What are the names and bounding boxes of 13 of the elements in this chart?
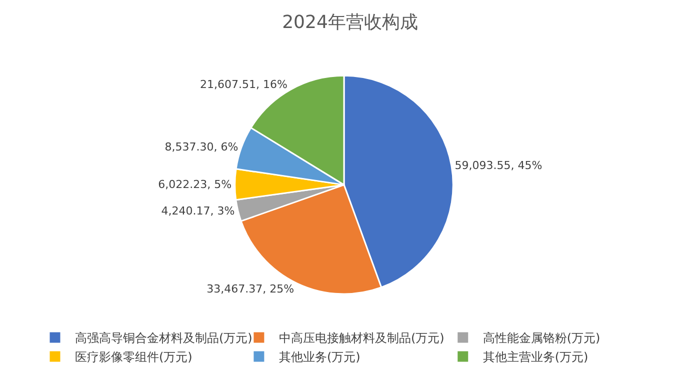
legend-label: 医疗影像零组件(万元) [75, 350, 192, 364]
data-label: 33,467.37, 25% [206, 282, 294, 296]
data-label: 21,607.51, 16% [200, 78, 288, 92]
legend-label: 其他业务(万元) [278, 350, 360, 364]
chart-title: 2024年营收构成 [282, 12, 418, 33]
data-label: 8,537.30, 6% [164, 140, 238, 154]
legend-label: 中高压电接触材料及制品(万元) [278, 331, 444, 346]
legend-label: 其他主营业务(万元) [482, 350, 588, 364]
legend-label: 高性能金属铬粉(万元) [482, 331, 600, 346]
data-label: 59,093.55, 45% [454, 159, 542, 172]
data-label: 6,022.23, 5% [158, 178, 232, 191]
data-label: 4,240.17, 3% [161, 204, 235, 218]
legend-label: 高强高导铜合金材料及制品(万元) [75, 331, 252, 346]
